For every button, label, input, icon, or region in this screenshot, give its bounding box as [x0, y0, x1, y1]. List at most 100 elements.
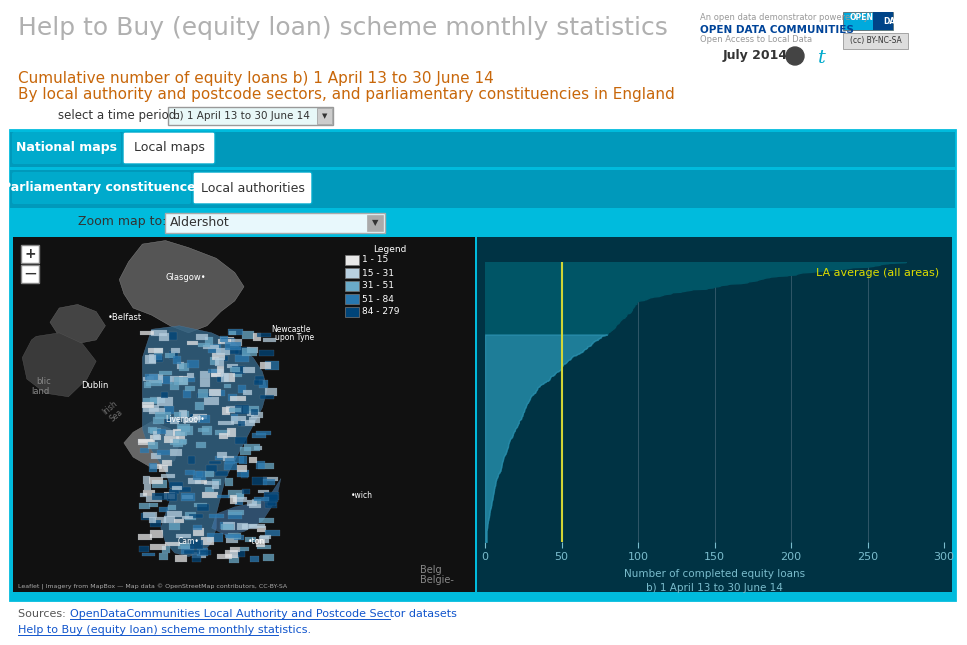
Bar: [169, 417, 179, 424]
Bar: [255, 377, 265, 382]
Bar: [151, 453, 161, 459]
Text: b) 1 April 13 to 30 June 14: b) 1 April 13 to 30 June 14: [173, 111, 309, 121]
Bar: [161, 392, 168, 399]
Bar: [225, 458, 235, 464]
Bar: [225, 533, 241, 539]
Bar: [255, 432, 271, 435]
Bar: [244, 368, 255, 373]
Bar: [178, 426, 193, 435]
Text: By local authority and postcode sectors, and parliamentary constituencies in Eng: By local authority and postcode sectors,…: [18, 88, 675, 103]
Bar: [147, 377, 155, 380]
Bar: [225, 348, 239, 353]
Bar: [205, 337, 214, 345]
Bar: [143, 490, 155, 496]
Polygon shape: [212, 479, 281, 535]
FancyBboxPatch shape: [193, 172, 312, 204]
Bar: [142, 553, 155, 557]
Bar: [152, 481, 167, 488]
Polygon shape: [50, 304, 105, 344]
Bar: [228, 394, 237, 401]
Bar: [367, 215, 383, 231]
Bar: [10, 130, 955, 600]
Text: Newcastle: Newcastle: [271, 324, 310, 333]
Bar: [212, 479, 221, 485]
Bar: [182, 495, 193, 499]
Bar: [208, 344, 220, 353]
Bar: [259, 362, 271, 369]
Circle shape: [786, 47, 804, 65]
Bar: [168, 490, 179, 495]
Bar: [189, 479, 201, 484]
Text: Glasgow•: Glasgow•: [165, 272, 206, 281]
Bar: [228, 512, 242, 519]
Bar: [230, 339, 242, 346]
Bar: [175, 432, 187, 436]
Bar: [260, 395, 274, 399]
Text: ▼: ▼: [322, 113, 328, 119]
Bar: [177, 424, 190, 432]
Bar: [195, 402, 204, 410]
Bar: [171, 348, 181, 353]
Polygon shape: [142, 326, 267, 557]
Bar: [252, 477, 267, 484]
Text: Open Access to Local Data: Open Access to Local Data: [700, 35, 812, 45]
Bar: [264, 494, 278, 502]
Bar: [183, 390, 191, 399]
Bar: [345, 281, 359, 291]
Bar: [164, 542, 181, 546]
Bar: [164, 406, 174, 414]
Bar: [148, 348, 163, 353]
Bar: [193, 525, 202, 530]
Bar: [245, 537, 255, 542]
Bar: [159, 333, 169, 341]
Bar: [173, 430, 181, 435]
Bar: [265, 361, 279, 370]
Bar: [224, 462, 237, 470]
Bar: [164, 492, 175, 499]
Bar: [249, 504, 261, 508]
Bar: [196, 393, 213, 398]
Bar: [142, 512, 158, 519]
Bar: [182, 516, 192, 519]
Bar: [237, 470, 249, 477]
Bar: [264, 492, 278, 500]
Bar: [149, 463, 158, 471]
Bar: [167, 511, 182, 517]
Bar: [227, 428, 236, 437]
Bar: [228, 490, 245, 499]
Bar: [159, 553, 168, 560]
Bar: [247, 500, 257, 506]
Bar: [219, 433, 227, 439]
Bar: [140, 331, 154, 335]
Bar: [188, 341, 198, 344]
Bar: [148, 442, 158, 449]
Text: land: land: [31, 388, 49, 397]
Bar: [229, 396, 246, 401]
Bar: [157, 450, 170, 455]
Bar: [197, 342, 210, 347]
Bar: [229, 547, 241, 552]
Bar: [172, 486, 182, 490]
Bar: [195, 480, 208, 484]
Bar: [240, 547, 249, 551]
Text: •ton: •ton: [248, 537, 265, 546]
Bar: [252, 499, 261, 504]
Bar: [179, 376, 189, 384]
Text: 51 - 84: 51 - 84: [362, 295, 394, 304]
Bar: [229, 408, 241, 412]
Text: OPEN DATA COMMUNITIES: OPEN DATA COMMUNITIES: [700, 25, 854, 35]
Bar: [165, 353, 174, 359]
Bar: [164, 436, 179, 443]
Bar: [192, 552, 206, 558]
Bar: [138, 439, 155, 445]
Text: LA average (all areas): LA average (all areas): [816, 268, 939, 277]
Bar: [146, 496, 162, 502]
Bar: [155, 348, 162, 353]
Bar: [204, 397, 220, 404]
Bar: [161, 473, 175, 478]
FancyBboxPatch shape: [843, 33, 908, 49]
Bar: [160, 372, 172, 375]
Bar: [263, 553, 275, 561]
Bar: [242, 490, 249, 495]
Bar: [317, 108, 332, 124]
